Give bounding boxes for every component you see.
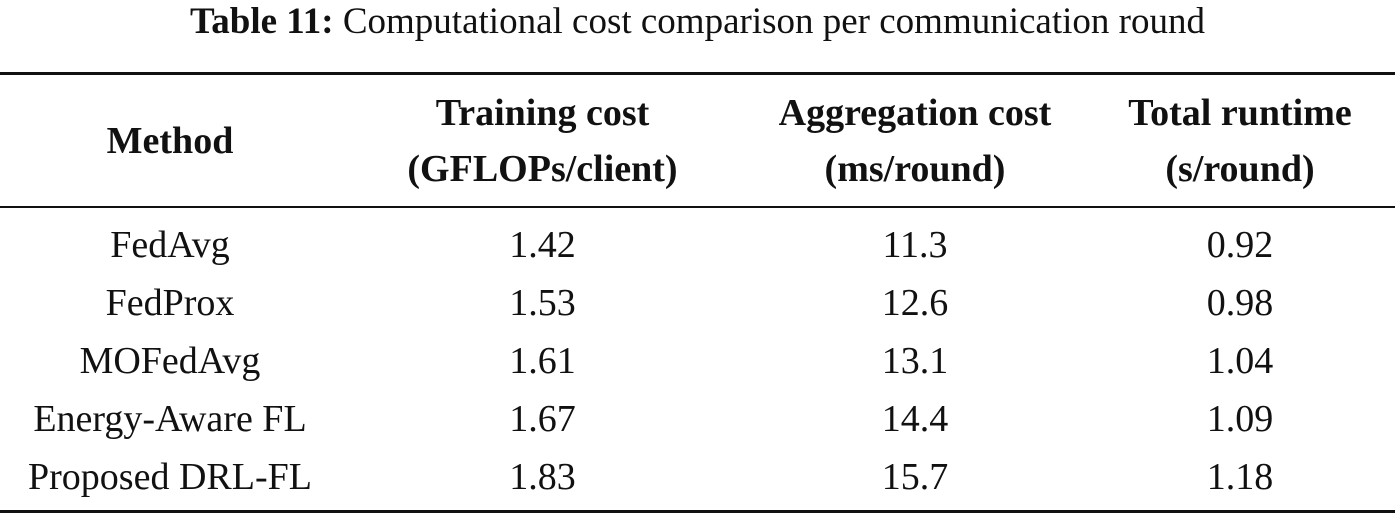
cell-training-cost: 1.53 (509, 282, 576, 324)
cell-method: MOFedAvg (79, 340, 261, 382)
table-caption-label: Table 11: (190, 1, 334, 42)
header-training-cost: Training cost (GFLOPs/client) (340, 75, 745, 207)
cell-aggregation-cost: 13.1 (881, 340, 949, 382)
header-method: Method (0, 75, 340, 207)
cell-method: Proposed DRL-FL (28, 456, 312, 498)
cell-total-runtime: 1.09 (1206, 398, 1274, 440)
cell-total-runtime: 1.18 (1206, 456, 1274, 498)
table-header-row: Method Training cost (GFLOPs/client) Agg… (0, 75, 1395, 207)
cell-aggregation-cost: 15.7 (881, 456, 949, 498)
header-total-runtime-label: Total runtime (1128, 91, 1352, 134)
cell-training-cost: 1.67 (509, 398, 576, 440)
header-aggregation-cost-unit: (ms/round) (824, 147, 1006, 190)
cell-training-cost: 1.61 (509, 340, 576, 382)
cell-aggregation-cost: 11.3 (882, 224, 948, 266)
cell-aggregation-cost: 14.4 (881, 398, 949, 440)
header-training-cost-unit: (GFLOPs/client) (407, 147, 678, 190)
table-row: MOFedAvg 1.61 13.1 1.04 (0, 332, 1395, 390)
header-aggregation-cost: Aggregation cost (ms/round) (745, 75, 1085, 207)
cell-total-runtime: 0.98 (1206, 282, 1274, 324)
header-total-runtime: Total runtime (s/round) (1085, 75, 1395, 207)
table-caption-text: Computational cost comparison per commun… (342, 1, 1205, 42)
cell-method: FedProx (105, 282, 235, 324)
cost-comparison-table: Method Training cost (GFLOPs/client) Agg… (0, 75, 1395, 506)
table-row: Energy-Aware FL 1.67 14.4 1.09 (0, 390, 1395, 448)
table-caption: Table 11: Computational cost comparison … (0, 0, 1395, 48)
table-row: Proposed DRL-FL 1.83 15.7 1.18 (0, 448, 1395, 506)
table-top-rule (0, 72, 1395, 75)
table-row: FedAvg 1.42 11.3 0.92 (0, 207, 1395, 274)
cell-total-runtime: 0.92 (1206, 224, 1274, 266)
cell-aggregation-cost: 12.6 (881, 282, 949, 324)
cell-method: Energy-Aware FL (33, 398, 307, 440)
cell-total-runtime: 1.04 (1206, 340, 1274, 382)
cell-training-cost: 1.83 (509, 456, 576, 498)
header-training-cost-label: Training cost (435, 91, 650, 134)
table-row: FedProx 1.53 12.6 0.98 (0, 274, 1395, 332)
cell-method: FedAvg (110, 224, 230, 266)
table-bottom-rule (0, 510, 1395, 513)
cell-training-cost: 1.42 (509, 224, 576, 266)
header-method-label: Method (106, 119, 234, 162)
header-aggregation-cost-label: Aggregation cost (778, 91, 1052, 134)
header-total-runtime-unit: (s/round) (1165, 147, 1315, 190)
